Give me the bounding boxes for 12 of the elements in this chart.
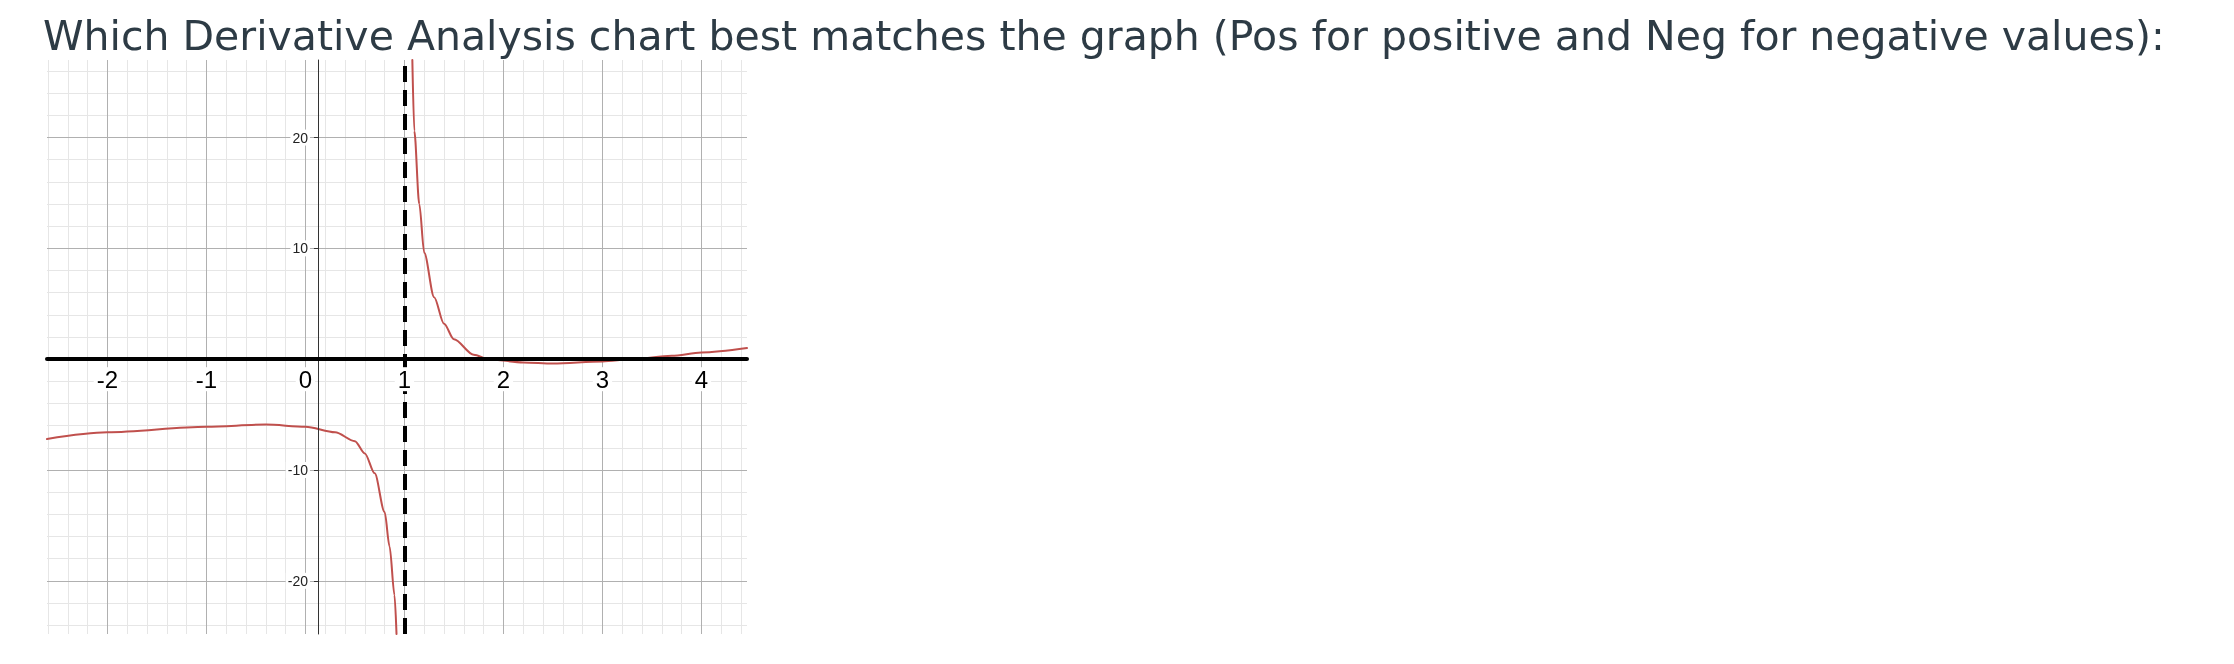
y-tick-label: 10 (292, 240, 309, 257)
x-tick-label: 0 (298, 365, 313, 393)
x-tick-label: 2 (496, 365, 511, 393)
y-tick-label: -10 (287, 462, 309, 478)
y-tick-label: -20 (287, 572, 309, 589)
x-tick-label: -1 (195, 365, 218, 393)
y-tick-label: 20 (292, 129, 309, 146)
x-tick-label: 1 (397, 365, 412, 393)
x-tick-label: 3 (595, 365, 610, 393)
x-tick-label: 4 (694, 365, 709, 393)
text: Which Derivative Analysis chart best matches the graph (Pos for positive and Neg for negative values): (43, 11, 2165, 60)
x-tick-label: -2 (96, 365, 119, 393)
